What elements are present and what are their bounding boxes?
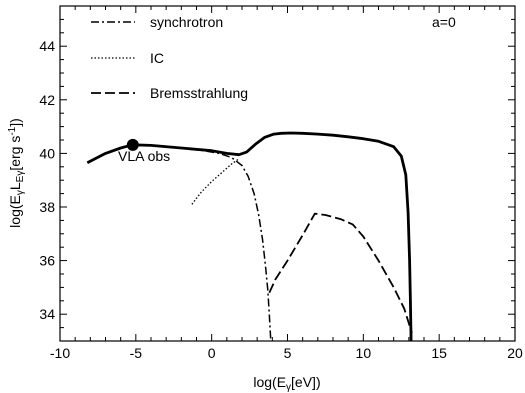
x-tick-label: 5	[284, 345, 292, 361]
legend-label-ic: IC	[150, 50, 164, 66]
x-tick-label: 15	[431, 345, 447, 361]
series-line-total	[86, 131, 413, 342]
tick-labels: -10 -5 0 5 10 15 20 34 36 38 40 42 44	[39, 38, 523, 361]
y-tick-label: 36	[39, 253, 55, 269]
x-axis-title: log(Eγ[eV])	[253, 374, 320, 393]
axis-ticks	[59, 5, 516, 342]
series-layer	[86, 131, 413, 342]
plot-frame	[59, 5, 516, 342]
x-tick-label: 0	[208, 345, 216, 361]
data-point-vla-obs	[126, 138, 139, 151]
series-line-ic	[191, 158, 240, 205]
x-tick-label: -10	[50, 345, 70, 361]
series-line-synchrotron	[190, 148, 272, 342]
legend-label-synchrotron: synchrotron	[150, 14, 223, 30]
annotation-a0: a=0	[432, 14, 456, 30]
y-tick-label: 34	[39, 306, 55, 322]
legend-label-bremsstrahlung: Bremsstrahlung	[150, 85, 248, 101]
y-tick-label: 42	[39, 92, 55, 108]
series-line-bremsstrahlung	[268, 212, 413, 334]
legend: synchrotron IC Bremsstrahlung	[91, 14, 248, 101]
y-tick-label: 38	[39, 199, 55, 215]
x-tick-label: -5	[130, 345, 143, 361]
y-tick-label: 44	[39, 38, 55, 54]
y-tick-label: 40	[39, 145, 55, 161]
annotation-vla-obs: VLA obs	[118, 148, 170, 164]
y-axis-title: log(EγLEγ[erg s-1])	[7, 118, 26, 228]
x-tick-label: 20	[507, 345, 523, 361]
x-tick-label: 10	[356, 345, 372, 361]
